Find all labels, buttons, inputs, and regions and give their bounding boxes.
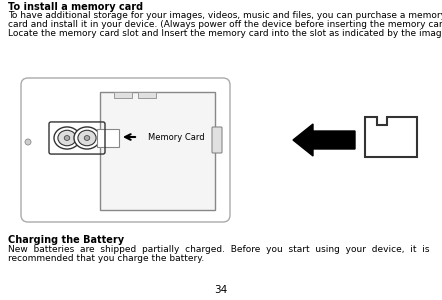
- Text: recommended that you charge the battery.: recommended that you charge the battery.: [8, 254, 204, 263]
- FancyBboxPatch shape: [212, 127, 222, 153]
- Ellipse shape: [84, 136, 90, 140]
- Ellipse shape: [54, 127, 80, 149]
- Bar: [138, 92, 156, 98]
- Ellipse shape: [74, 127, 100, 149]
- Bar: [114, 92, 132, 98]
- Bar: [97, 129, 119, 147]
- Ellipse shape: [58, 130, 76, 146]
- Bar: [100, 92, 215, 210]
- Text: Charging the Battery: Charging the Battery: [8, 235, 124, 245]
- Text: To install a memory card: To install a memory card: [8, 2, 143, 12]
- FancyArrow shape: [293, 124, 355, 156]
- Text: 34: 34: [214, 285, 228, 295]
- Text: card and install it in your device. (Always power off the device before insertin: card and install it in your device. (Alw…: [8, 20, 442, 29]
- Text: Memory Card: Memory Card: [148, 133, 205, 142]
- Ellipse shape: [64, 136, 70, 140]
- Text: Locate the memory card slot and Insert the memory card into the slot as indicate: Locate the memory card slot and Insert t…: [8, 29, 442, 38]
- FancyBboxPatch shape: [21, 78, 230, 222]
- Text: To have additional storage for your images, videos, music and files, you can pur: To have additional storage for your imag…: [8, 11, 442, 20]
- Ellipse shape: [78, 130, 96, 146]
- Circle shape: [25, 139, 31, 145]
- Text: New  batteries  are  shipped  partially  charged.  Before  you  start  using  yo: New batteries are shipped partially char…: [8, 245, 430, 254]
- Polygon shape: [365, 117, 417, 157]
